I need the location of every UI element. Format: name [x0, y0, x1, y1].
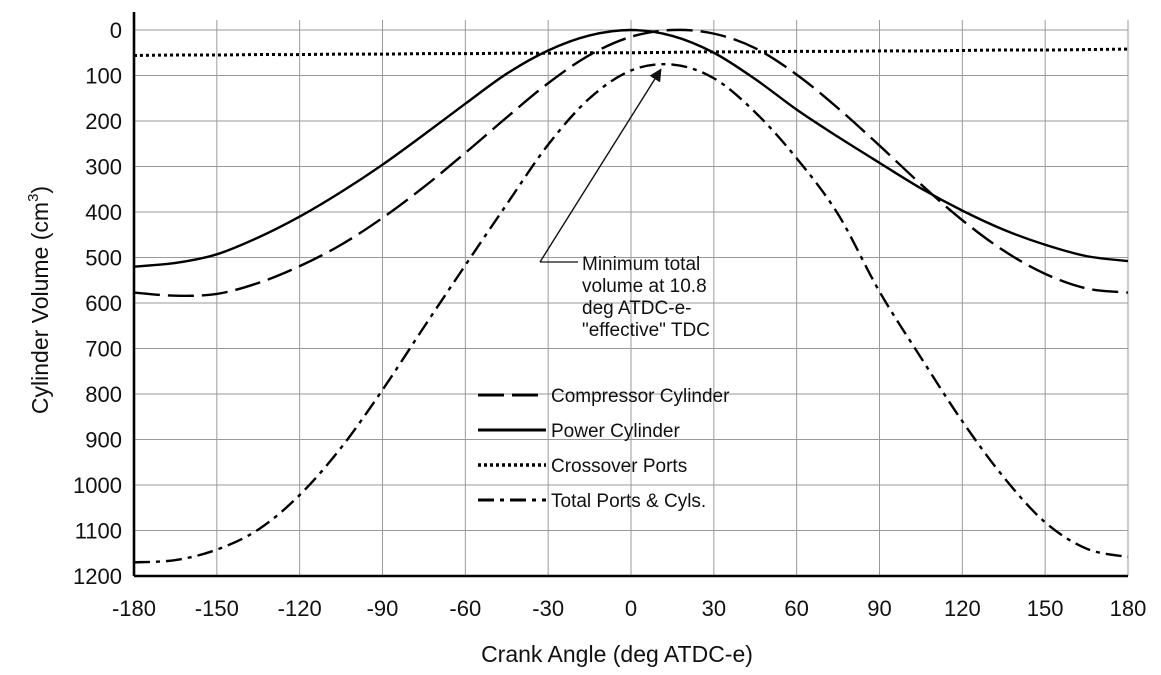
y-axis-title-close: ) — [27, 186, 53, 194]
annotation-line-4: "effective" TDC — [582, 320, 710, 341]
y-tick-label: 400 — [85, 200, 122, 225]
legend-label-compressor-cylinder: Compressor Cylinder — [551, 386, 730, 407]
y-tick-label: 1000 — [73, 473, 122, 498]
series-group — [133, 28, 1129, 564]
y-tick-label: 700 — [85, 337, 122, 362]
y-tick-label: 100 — [85, 64, 122, 89]
y-tick-label: 600 — [85, 291, 122, 316]
y-tick-label: 1200 — [73, 564, 122, 589]
x-tick-label: 60 — [784, 596, 808, 621]
x-tick-label: 180 — [1110, 596, 1147, 621]
y-tick-label: 0 — [110, 18, 122, 43]
annotation-line-1: Minimum total — [582, 254, 700, 275]
y-tick-label: 200 — [85, 109, 122, 134]
y-tick-label: 900 — [85, 428, 122, 453]
y-tick-label: 1100 — [75, 519, 122, 544]
tick-labels: -180 -150 -120 -90 -60 -30 0 30 60 90 120 150 180 0 10… — [73, 18, 1146, 621]
annotation-text: Minimum total volume at 10.8 deg ATDC-e-… — [582, 254, 712, 341]
x-tick-label: 120 — [944, 596, 981, 621]
x-tick-label: -180 — [112, 596, 156, 621]
legend-label-total-ports-cyls: Total Ports & Cyls. — [551, 491, 706, 512]
legend: Compressor Cylinder Power Cylinder Crossov… — [478, 386, 730, 512]
legend-label-crossover-ports: Crossover Ports — [551, 456, 687, 477]
x-tick-label: 150 — [1027, 596, 1064, 621]
x-tick-label: 90 — [867, 596, 891, 621]
y-tick-label: 500 — [85, 246, 122, 271]
x-tick-label: 0 — [625, 596, 637, 621]
series-line-compressor-cylinder — [133, 28, 1129, 298]
x-tick-label: -30 — [532, 596, 564, 621]
legend-label-power-cylinder: Power Cylinder — [551, 421, 680, 442]
x-axis-title: Crank Angle (deg ATDC-e) — [481, 641, 753, 667]
x-tick-label: -60 — [449, 596, 481, 621]
y-tick-label: 300 — [85, 155, 122, 180]
y-axis-title-superscript: 3 — [25, 194, 42, 202]
annotation-arrow — [539, 68, 662, 263]
x-tick-label: 30 — [702, 596, 726, 621]
series-line-crossover-ports — [133, 47, 1129, 57]
x-tick-label: -90 — [367, 596, 399, 621]
y-axis-title-main: Cylinder Volume (cm — [27, 202, 53, 414]
annotation: Minimum total volume at 10.8 deg ATDC-e-… — [539, 68, 712, 341]
y-axis-title: Cylinder Volume (cm3) — [25, 186, 53, 414]
series-line-total-ports-cyls — [133, 62, 1129, 564]
x-tick-label: -120 — [278, 596, 322, 621]
axes — [132, 12, 1128, 578]
annotation-line-3: deg ATDC-e- — [582, 298, 691, 319]
x-tick-label: -150 — [195, 596, 239, 621]
series-line-power-cylinder — [133, 28, 1129, 268]
y-tick-label: 800 — [85, 382, 122, 407]
annotation-line-2: volume at 10.8 — [582, 276, 707, 297]
